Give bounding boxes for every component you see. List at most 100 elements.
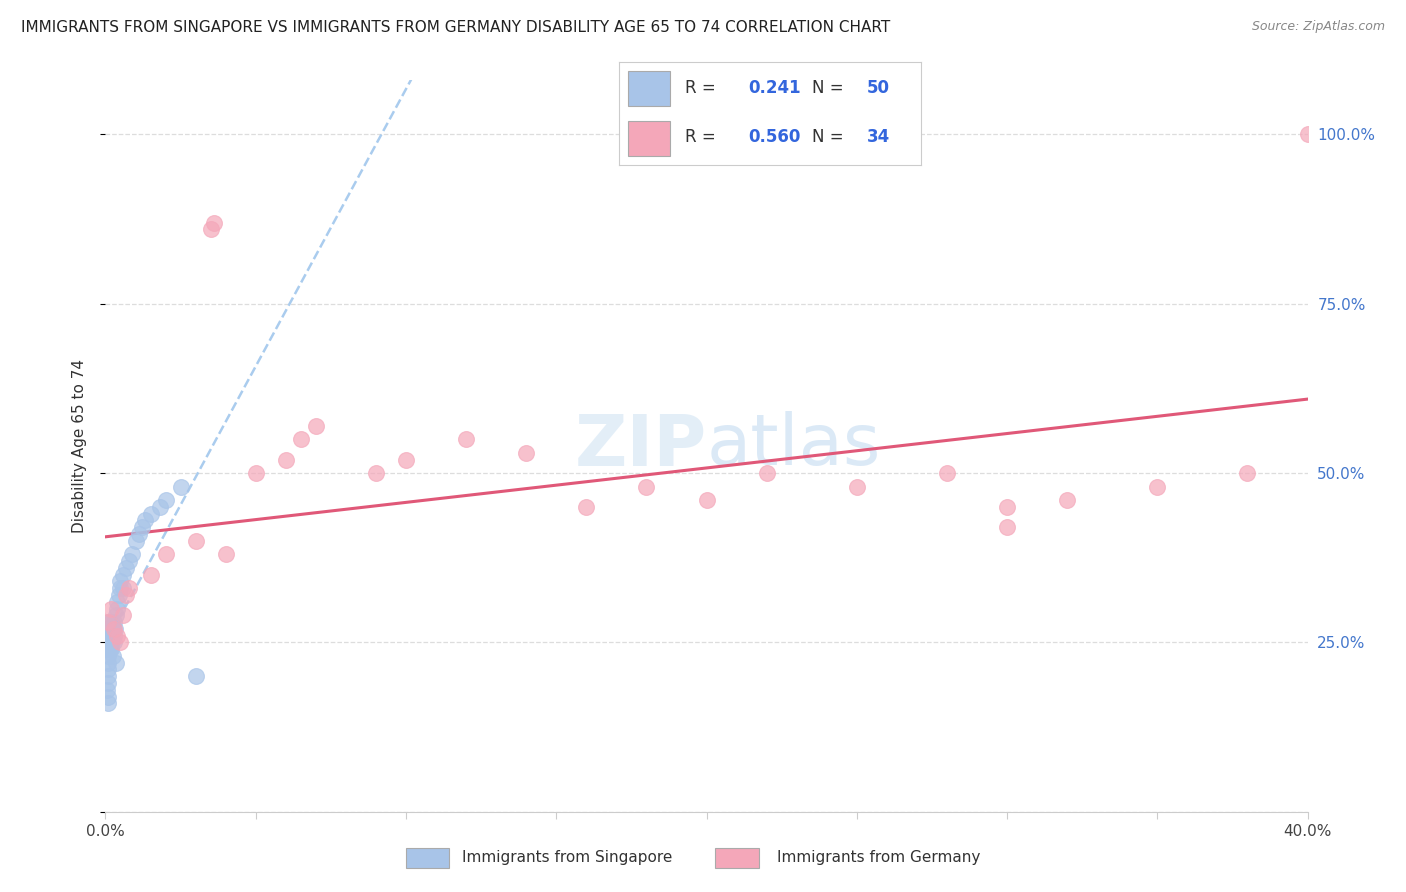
Point: [108, 588, 131, 602]
Point: [97, 615, 120, 629]
Point: [112, 581, 135, 595]
Point: [124, 533, 146, 548]
Point: [245, 466, 267, 480]
Point: [110, 574, 132, 589]
Text: 34: 34: [866, 128, 890, 146]
Point: [995, 520, 1018, 534]
Point: [100, 629, 122, 643]
Text: Immigrants from Singapore: Immigrants from Singapore: [461, 850, 672, 865]
Point: [103, 615, 125, 629]
Text: R =: R =: [685, 79, 721, 97]
Point: [395, 452, 418, 467]
Point: [96, 682, 118, 697]
Point: [112, 567, 135, 582]
Point: [936, 466, 959, 480]
FancyBboxPatch shape: [406, 847, 450, 869]
Point: [97, 648, 120, 663]
Point: [1236, 466, 1258, 480]
Point: [97, 663, 120, 677]
Point: [96, 642, 118, 657]
Point: [995, 500, 1018, 514]
Point: [115, 588, 138, 602]
Point: [845, 480, 868, 494]
Point: [107, 629, 129, 643]
Point: [202, 215, 225, 229]
Point: [169, 480, 191, 494]
Point: [107, 601, 129, 615]
Point: [214, 547, 236, 561]
Point: [290, 432, 312, 446]
Point: [305, 418, 328, 433]
Point: [103, 635, 125, 649]
Point: [101, 635, 124, 649]
Point: [97, 676, 120, 690]
Point: [696, 493, 718, 508]
Point: [100, 601, 122, 615]
Text: Source: ZipAtlas.com: Source: ZipAtlas.com: [1251, 20, 1385, 33]
Point: [100, 642, 122, 657]
Text: Immigrants from Germany: Immigrants from Germany: [778, 850, 980, 865]
Y-axis label: Disability Age 65 to 74: Disability Age 65 to 74: [72, 359, 87, 533]
Point: [96, 635, 118, 649]
Point: [134, 514, 156, 528]
Point: [98, 635, 121, 649]
Point: [184, 533, 207, 548]
Point: [107, 595, 129, 609]
Point: [364, 466, 387, 480]
Point: [100, 615, 122, 629]
Point: [200, 222, 222, 236]
Point: [98, 635, 121, 649]
Point: [97, 615, 120, 629]
Point: [1056, 493, 1078, 508]
Point: [101, 648, 124, 663]
Point: [575, 500, 598, 514]
Point: [101, 622, 124, 636]
Point: [118, 581, 141, 595]
FancyBboxPatch shape: [627, 121, 671, 156]
Point: [454, 432, 477, 446]
Point: [97, 697, 120, 711]
Point: [98, 629, 121, 643]
Text: atlas: atlas: [707, 411, 882, 481]
Point: [97, 656, 120, 670]
Point: [97, 690, 120, 704]
Point: [755, 466, 778, 480]
Point: [1296, 128, 1319, 142]
Point: [110, 581, 132, 595]
Point: [184, 669, 207, 683]
Text: N =: N =: [813, 128, 849, 146]
Point: [128, 527, 150, 541]
Text: IMMIGRANTS FROM SINGAPORE VS IMMIGRANTS FROM GERMANY DISABILITY AGE 65 TO 74 COR: IMMIGRANTS FROM SINGAPORE VS IMMIGRANTS …: [21, 20, 890, 35]
Point: [155, 493, 177, 508]
Point: [1146, 480, 1168, 494]
Point: [98, 642, 121, 657]
Point: [104, 656, 127, 670]
Point: [148, 500, 170, 514]
Point: [118, 554, 141, 568]
FancyBboxPatch shape: [627, 71, 671, 106]
Point: [139, 567, 162, 582]
Text: 0.241: 0.241: [748, 79, 801, 97]
Point: [103, 622, 125, 636]
Point: [121, 547, 143, 561]
Point: [112, 608, 135, 623]
Point: [104, 608, 127, 623]
Text: ZIP: ZIP: [574, 411, 707, 481]
Text: N =: N =: [813, 79, 849, 97]
Point: [97, 669, 120, 683]
Point: [139, 507, 162, 521]
Point: [115, 561, 138, 575]
Point: [636, 480, 658, 494]
Text: 0.560: 0.560: [748, 128, 801, 146]
Point: [97, 629, 120, 643]
Text: 50: 50: [866, 79, 890, 97]
Text: R =: R =: [685, 128, 721, 146]
Point: [155, 547, 177, 561]
Point: [100, 622, 122, 636]
Point: [131, 520, 153, 534]
Point: [274, 452, 297, 467]
Point: [103, 629, 125, 643]
Point: [515, 446, 537, 460]
Point: [96, 622, 118, 636]
Point: [110, 635, 132, 649]
